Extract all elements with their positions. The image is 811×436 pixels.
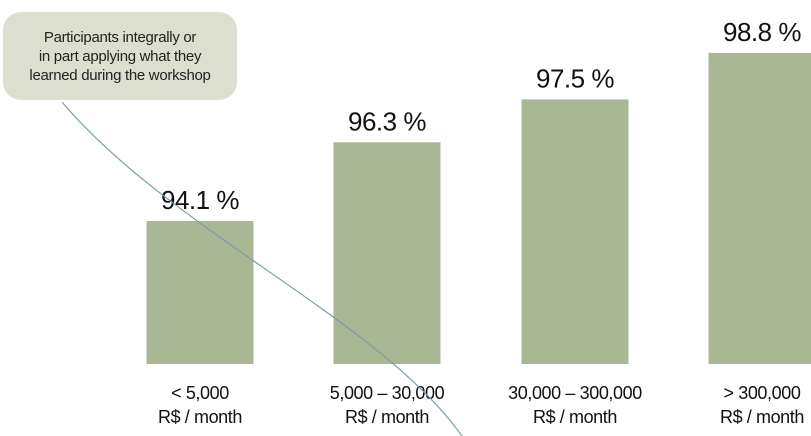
value-label-1: 94.1 %	[161, 185, 239, 215]
bars-group	[146, 52, 811, 365]
value-labels-group: 94.1 % 96.3 % 97.5 % 98.8 %	[161, 17, 802, 215]
category-label-1-line-1: < 5,000	[171, 383, 229, 403]
category-label-1-line-2: R$ / month	[158, 407, 242, 427]
value-label-2: 96.3 %	[348, 106, 426, 136]
callout-leader-line	[61, 101, 463, 436]
value-label-4: 98.8 %	[723, 17, 801, 47]
category-labels-group: < 5,000 R$ / month 5,000 – 30,000 R$ / mont…	[158, 383, 804, 427]
category-label-4-line-2: R$ / month	[720, 407, 804, 427]
bar-1	[146, 220, 254, 364]
category-label-2-line-2: R$ / month	[345, 407, 429, 427]
category-label-2-line-1: 5,000 – 30,000	[330, 383, 445, 403]
category-label-3-line-2: R$ / month	[533, 407, 617, 427]
bar-3	[521, 99, 629, 365]
annotation-callout: Participants integrally or in part apply…	[3, 12, 237, 100]
value-label-3: 97.5 %	[536, 63, 614, 93]
category-label-3-line-1: 30,000 – 300,000	[508, 383, 642, 403]
bar-4	[708, 52, 811, 365]
category-label-4-line-1: > 300,000	[724, 383, 801, 403]
bar-2	[333, 142, 441, 364]
annotation-text: Participants integrally or in part apply…	[29, 28, 211, 84]
